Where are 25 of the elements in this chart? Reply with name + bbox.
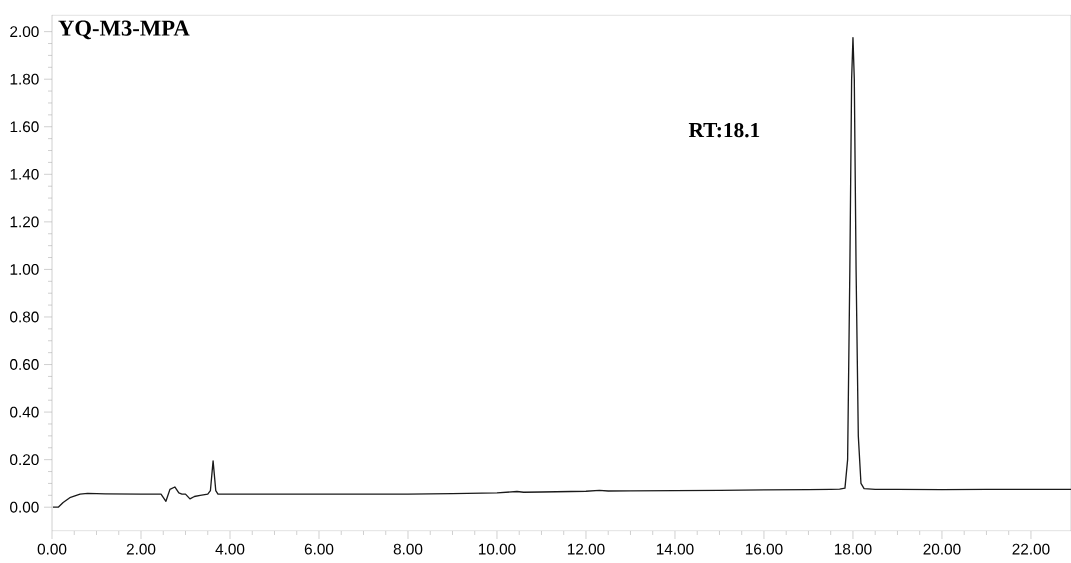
y-tick-label: 1.00 [10, 263, 39, 275]
x-tick-label: 18.00 [834, 543, 872, 555]
x-tick-label: 22.00 [1012, 543, 1050, 555]
x-tick-label: 20.00 [923, 543, 961, 555]
x-tick-label: 10.00 [478, 543, 516, 555]
x-tick-label: 16.00 [745, 543, 783, 555]
x-tick-label: 14.00 [656, 543, 694, 555]
y-tick-label: 1.20 [10, 216, 39, 228]
x-tick-label: 12.00 [567, 543, 605, 555]
y-tick-label: 0.80 [10, 311, 39, 323]
y-tick-label: 2.00 [10, 26, 39, 38]
x-tick-label: 8.00 [393, 543, 423, 555]
y-tick-label: 0.60 [10, 359, 39, 370]
y-tick-label: 0.40 [10, 406, 39, 418]
y-tick-label: 1.80 [10, 73, 39, 85]
x-tick-label: 2.00 [126, 543, 156, 555]
y-tick-label: 1.60 [10, 121, 39, 133]
chart-title: YQ-M3-MPA [58, 20, 190, 40]
y-tick-label: 0.00 [10, 501, 39, 513]
y-tick-label: 1.40 [10, 168, 39, 180]
x-tick-label: 4.00 [215, 543, 245, 555]
annotation: RT:18.1 [688, 122, 760, 138]
x-tick-label: 6.00 [304, 543, 334, 555]
x-tick-label: 0.00 [37, 543, 67, 555]
y-tick-label: 0.20 [10, 454, 39, 466]
